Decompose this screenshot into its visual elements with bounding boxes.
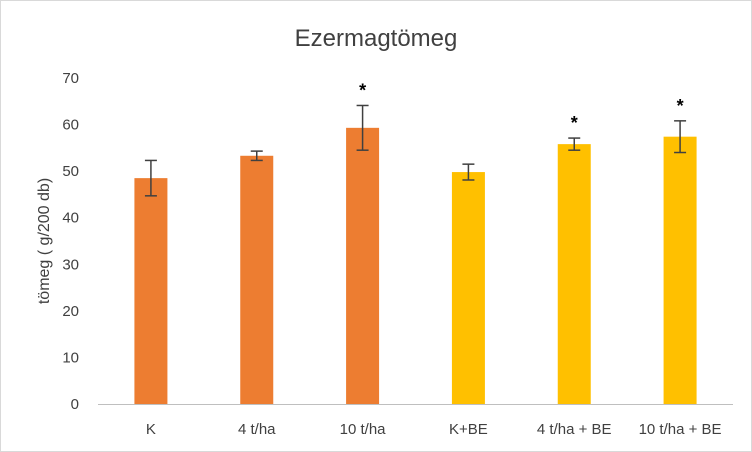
- error-bar: [144, 159, 157, 197]
- error-bar: [674, 120, 687, 154]
- significance-mark: *: [359, 80, 366, 100]
- y-tick-label: 10: [62, 349, 79, 366]
- chart-title: Ezermagtömeg: [295, 25, 458, 52]
- error-bar: [462, 163, 475, 181]
- bar: [346, 127, 380, 405]
- bar: [451, 172, 485, 404]
- x-tick-labels: K 4 t/ha 10 t/ha K+BE 4 t/ha + BE 10 t/ha + B…: [146, 421, 722, 438]
- bar: [240, 155, 274, 404]
- y-tick-label: 0: [71, 396, 79, 413]
- y-tick-label: 40: [62, 210, 79, 227]
- y-tick-label: 60: [62, 117, 79, 134]
- significance-mark: *: [571, 113, 578, 133]
- bars: [134, 127, 697, 405]
- y-tick-label: 30: [62, 256, 79, 273]
- y-tick-label: 50: [62, 163, 79, 180]
- y-tick-label: 20: [62, 303, 79, 320]
- significance-mark: *: [677, 96, 684, 116]
- y-tick-label: 70: [62, 70, 79, 87]
- error-bar: [356, 104, 369, 151]
- bar: [663, 136, 697, 404]
- x-tick-label: 10 t/ha + BE: [639, 421, 722, 438]
- x-tick-label: K+BE: [449, 421, 488, 438]
- significance-marks: * * *: [359, 80, 684, 133]
- x-tick-label: 4 t/ha + BE: [537, 421, 612, 438]
- y-axis-label: tömeg ( g/200 db): [36, 178, 53, 304]
- x-tick-label: 4 t/ha: [238, 421, 276, 438]
- bar: [134, 178, 168, 404]
- error-bar: [568, 137, 581, 151]
- x-tick-label: K: [146, 421, 156, 438]
- x-tick-label: 10 t/ha: [340, 421, 387, 438]
- bar: [557, 144, 591, 405]
- y-tick-labels: 0 10 20 30 40 50 60 70: [62, 70, 79, 413]
- error-bars: [144, 104, 687, 197]
- error-bar: [250, 150, 263, 162]
